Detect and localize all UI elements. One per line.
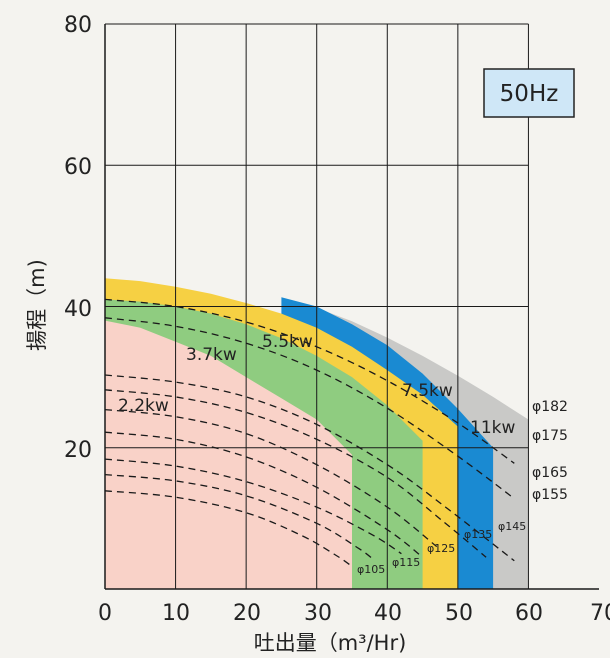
curve-phi135 (104, 431, 423, 558)
curve-phi165 (104, 374, 515, 562)
y-tick-40: 40 (64, 297, 92, 322)
y-tick-20: 20 (64, 438, 92, 463)
grid-lines (104, 23, 599, 590)
frequency-badge-box (483, 68, 575, 118)
x-tick-50: 50 (445, 601, 473, 626)
x-tick-60: 60 (515, 601, 543, 626)
curve-phi145 (104, 408, 438, 548)
frequency-badge: 50Hz (500, 81, 559, 107)
region-label-5-5kw: 5.5kw (262, 332, 313, 352)
x-tick-40: 40 (374, 601, 402, 626)
curve-label-phi155: φ155 (532, 487, 568, 503)
y-tick-60: 60 (64, 155, 92, 180)
region-label-11kw: 11kw (470, 418, 515, 438)
x-axis-label: 吐出量（m³/Hr) (254, 631, 407, 655)
curve-label-phi145: φ145 (498, 520, 526, 533)
x-tick-10: 10 (162, 601, 190, 626)
impeller-curves (104, 298, 515, 567)
region-label-7-5kw: 7.5kw (402, 381, 453, 401)
y-tick-80: 80 (64, 13, 92, 38)
x-tick-70: 70 (590, 601, 610, 626)
x-tick-20: 20 (233, 601, 261, 626)
curve-label-phi175: φ175 (532, 428, 568, 444)
region-2-2kw (105, 320, 352, 589)
curve-label-phi125: φ125 (427, 542, 455, 555)
curve-phi105 (104, 490, 353, 567)
curve-label-phi135: φ135 (464, 528, 492, 541)
curve-phi125 (104, 458, 402, 555)
x-tick-0: 0 (98, 601, 112, 626)
curve-label-phi182: φ182 (532, 399, 568, 415)
curve-phi155 (104, 389, 487, 558)
curve-phi182 (104, 298, 515, 464)
curve-label-phi165: φ165 (532, 465, 568, 481)
y-axis-label: 揚程（m) (25, 259, 49, 351)
curve-phi115 (104, 473, 374, 560)
curve-phi175 (104, 317, 515, 500)
region-label-2-2kw: 2.2kw (118, 396, 169, 416)
region-label-3-7kw: 3.7kw (186, 345, 237, 365)
curve-label-phi115: φ115 (392, 556, 420, 569)
x-tick-30: 30 (304, 601, 332, 626)
curve-label-phi105: φ105 (357, 563, 385, 576)
